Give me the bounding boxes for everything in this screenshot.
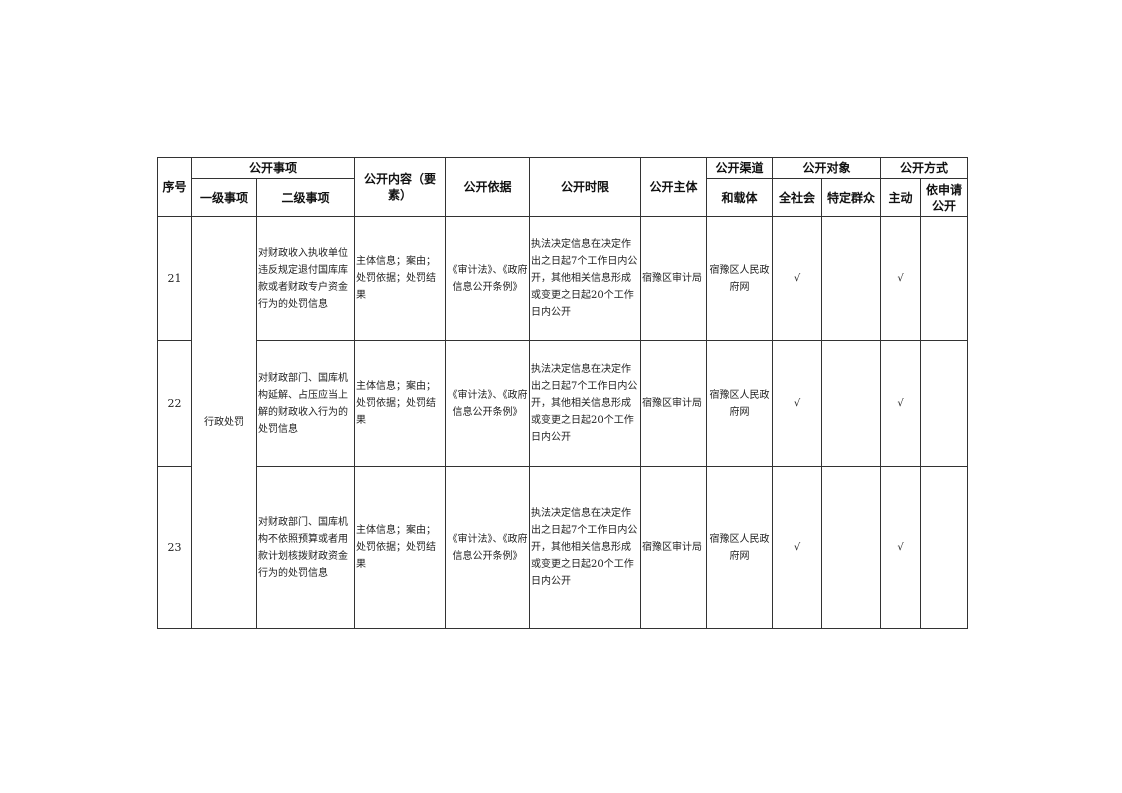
header-channel-top: 公开渠道: [706, 157, 774, 179]
header-time-limit: 公开时限: [529, 157, 642, 217]
method-active-cell: √: [880, 216, 922, 341]
content-cell: 主体信息；案由；处罚依据；处罚结果: [354, 340, 447, 467]
header-matter: 公开事项: [190, 157, 356, 179]
channel-cell: 宿豫区人民政府网: [706, 466, 774, 629]
method-active-cell: √: [880, 466, 922, 629]
audience-specific-cell: [821, 466, 882, 629]
header-subject: 公开主体: [640, 157, 708, 217]
header-level2: 二级事项: [255, 178, 356, 217]
subject-cell: 宿豫区审计局: [640, 340, 708, 467]
header-audience-all: 全社会: [772, 178, 823, 217]
header-level1: 一级事项: [191, 178, 257, 217]
header-method-request: 依申请公开: [920, 178, 969, 217]
header-seq: 序号: [157, 157, 192, 217]
audience-specific-cell: [821, 340, 882, 467]
basis-cell: 《审计法》、《政府信息公开条例》: [445, 340, 531, 467]
header-channel-bottom: 和载体: [706, 178, 774, 217]
subject-cell: 宿豫区审计局: [640, 466, 708, 629]
level2-cell: 对财政部门、国库机构不依照预算或者用款计划核拨财政资金行为的处罚信息: [255, 466, 356, 629]
method-request-cell: [920, 466, 969, 629]
header-basis: 公开依据: [445, 157, 531, 217]
audience-all-cell: √: [772, 216, 823, 341]
basis-cell: 《审计法》、《政府信息公开条例》: [445, 216, 531, 341]
audience-all-cell: √: [772, 340, 823, 467]
seq-cell: 22: [157, 340, 192, 467]
level2-cell: 对财政收入执收单位违反规定退付国库库款或者财政专户资金行为的处罚信息: [255, 216, 356, 341]
content-cell: 主体信息；案由；处罚依据；处罚结果: [354, 216, 447, 341]
method-request-cell: [920, 340, 969, 467]
channel-cell: 宿豫区人民政府网: [706, 340, 774, 467]
level1-cell: 行政处罚: [191, 216, 257, 629]
seq-cell: 23: [157, 466, 192, 629]
basis-cell: 《审计法》、《政府信息公开条例》: [445, 466, 531, 629]
table-row: 21 行政处罚 对财政收入执收单位违反规定退付国库库款或者财政专户资金行为的处罚…: [157, 216, 969, 629]
time-limit-cell: 执法决定信息在决定作出之日起7个工作日内公开，其他相关信息形成或变更之日起20个…: [529, 340, 642, 467]
channel-cell: 宿豫区人民政府网: [706, 216, 774, 341]
time-limit-cell: 执法决定信息在决定作出之日起7个工作日内公开，其他相关信息形成或变更之日起20个…: [529, 466, 642, 629]
method-active-cell: √: [880, 340, 922, 467]
header-audience-specific: 特定群众: [821, 178, 882, 217]
header-method-active: 主动: [880, 178, 922, 217]
audience-all-cell: √: [772, 466, 823, 629]
header-audience: 公开对象: [772, 157, 882, 179]
level2-cell: 对财政部门、国库机构延解、占压应当上解的财政收入行为的处罚信息: [255, 340, 356, 467]
table-row: 22 对财政部门、国库机构延解、占压应当上解的财政收入行为的处罚信息 主体信息；…: [157, 340, 969, 467]
seq-cell: 21: [157, 216, 192, 341]
audience-specific-cell: [821, 216, 882, 341]
disclosure-table: 序号 公开事项 公开内容（要素） 公开依据 公开时限 公开主体 公开渠道 公开对…: [157, 157, 969, 629]
header-content: 公开内容（要素）: [354, 157, 447, 217]
table-row: 23 对财政部门、国库机构不依照预算或者用款计划核拨财政资金行为的处罚信息 主体…: [157, 466, 969, 629]
method-request-cell: [920, 216, 969, 341]
time-limit-cell: 执法决定信息在决定作出之日起7个工作日内公开，其他相关信息形成或变更之日起20个…: [529, 216, 642, 341]
content-cell: 主体信息；案由；处罚依据；处罚结果: [354, 466, 447, 629]
subject-cell: 宿豫区审计局: [640, 216, 708, 341]
header-method: 公开方式: [880, 157, 969, 179]
